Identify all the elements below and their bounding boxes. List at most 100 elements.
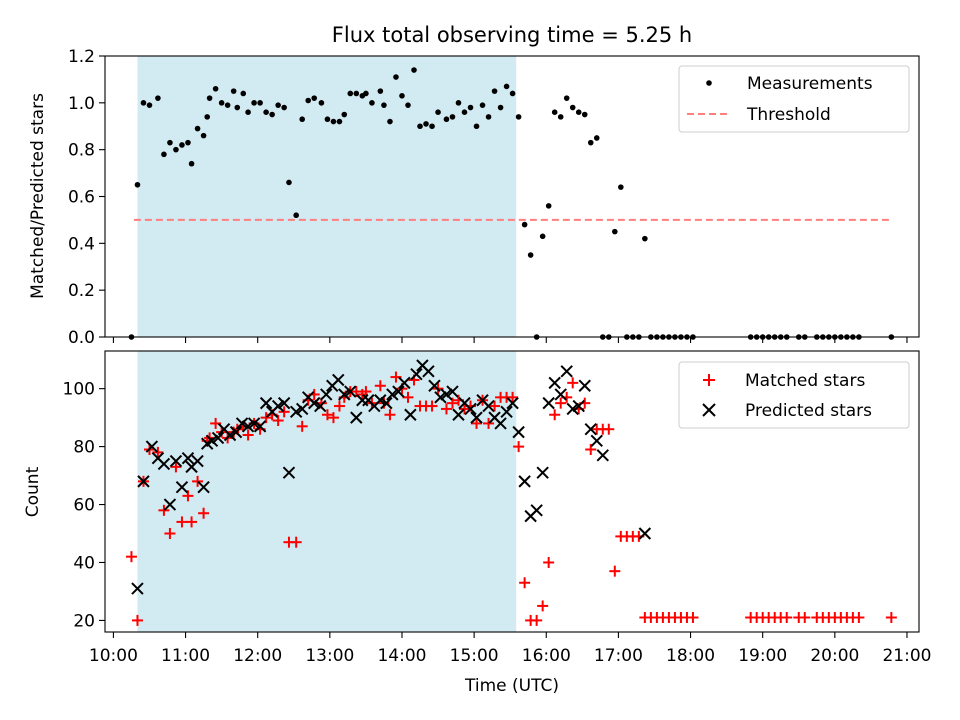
y-tick-label: 20 <box>73 611 95 631</box>
matched-star-point <box>507 391 519 403</box>
predicted-star-point <box>320 388 333 401</box>
predicted-star-point <box>590 434 603 448</box>
matched-star-point <box>360 386 372 398</box>
predicted-star-point <box>205 434 219 448</box>
measurement-point <box>485 114 492 120</box>
measurement-point <box>293 212 299 219</box>
matched-star-point <box>152 446 164 458</box>
measurement-point <box>179 142 185 148</box>
measurement-point <box>563 95 570 101</box>
matched-star-point <box>198 507 210 519</box>
matched-star-point <box>296 420 308 432</box>
count-legend: Matched stars Predicted stars <box>678 361 910 429</box>
predicted-star-point <box>374 394 387 407</box>
measurement-point <box>461 109 468 115</box>
matched-star-point <box>555 397 567 409</box>
matched-star-point <box>567 377 579 389</box>
x-tick-label: 11:00 <box>161 646 210 666</box>
predicted-star-point <box>506 396 519 410</box>
measurement-point <box>449 114 456 120</box>
predicted-star-point <box>554 388 567 401</box>
predicted-legend-marker <box>702 403 716 417</box>
measurement-point <box>642 235 648 242</box>
matched-star-point <box>290 536 302 548</box>
y-tick-label: 0.8 <box>68 141 95 161</box>
predicted-star-point <box>470 411 483 424</box>
measurement-point <box>240 90 247 97</box>
predicted-star-point <box>247 417 261 430</box>
matched-star-point <box>799 612 811 624</box>
predicted-star-point <box>197 480 210 494</box>
predicted-star-point <box>428 379 441 392</box>
measurement-point <box>393 74 399 80</box>
predicted-star-point <box>157 457 171 471</box>
predicted-star-point <box>578 379 591 392</box>
measurement-point <box>224 102 231 108</box>
y-tick-label: 80 <box>73 438 95 458</box>
measurement-point <box>515 114 522 120</box>
matched-star-point <box>585 443 597 455</box>
measurement-point <box>185 139 191 146</box>
measurement-point <box>286 179 292 186</box>
y-tick-label: 0.2 <box>68 281 95 301</box>
matched-star-point <box>278 406 290 418</box>
predicted-star-point <box>181 451 195 465</box>
measurement-point <box>612 228 618 235</box>
x-tick-label: 15:00 <box>450 646 499 666</box>
matched-star-point <box>446 397 458 409</box>
measurement-point <box>341 111 348 118</box>
measurement-point <box>587 139 594 146</box>
matched-star-point <box>125 551 137 563</box>
measurement-point <box>435 109 441 115</box>
threshold-legend-label: Threshold <box>746 105 831 125</box>
measurement-point <box>399 93 405 99</box>
matched-star-point <box>384 409 396 421</box>
predicted-star-point <box>638 527 652 540</box>
predicted-star-point <box>163 498 177 511</box>
predicted-star-point <box>518 475 531 488</box>
matched-star-point <box>440 403 452 415</box>
predicted-star-point <box>560 365 573 378</box>
measurement-point <box>188 160 195 167</box>
y-tick-label: 1.0 <box>68 94 95 114</box>
measurement-point <box>218 100 225 106</box>
measurements-legend-label: Measurements <box>747 74 873 94</box>
predicted-star-point <box>548 376 561 390</box>
measurement-point <box>324 116 331 123</box>
predicted-star-point <box>277 396 291 410</box>
measurement-point <box>245 109 251 115</box>
predicted-star-point <box>289 405 303 419</box>
measurement-point <box>545 203 552 209</box>
measurement-point <box>173 146 179 153</box>
matched-star-point <box>321 409 333 421</box>
matched-star-point <box>609 565 621 577</box>
matched-star-point <box>374 380 386 392</box>
measurement-point <box>455 100 462 106</box>
count-plot-frame <box>104 350 920 633</box>
predicted-star-point <box>282 466 296 479</box>
matched-star-point <box>531 614 543 626</box>
matched-star-point <box>537 600 549 612</box>
matched-star-point <box>543 556 555 568</box>
count-x-ticks: 10:00 11:00 12:00 13:00 14:00 15:00 16:00 17:00… <box>89 632 931 666</box>
matched-star-point <box>459 403 471 415</box>
matched-star-point <box>489 400 501 412</box>
matched-star-point <box>131 614 143 626</box>
measurement-point <box>509 90 516 97</box>
measurement-point <box>405 102 411 108</box>
matched-star-point <box>781 612 793 624</box>
x-tick-label: 19:00 <box>738 646 787 666</box>
measurement-point <box>336 118 343 125</box>
measurement-point <box>575 109 582 115</box>
measurement-point <box>539 233 546 240</box>
measurement-point <box>275 102 281 108</box>
predicted-star-point <box>271 399 285 413</box>
predicted-star-point <box>452 408 465 421</box>
predicted-star-point <box>494 417 507 430</box>
x-tick-label: 16:00 <box>522 646 571 666</box>
measurement-point <box>377 88 384 94</box>
measurement-point <box>330 118 337 125</box>
measurement-point <box>411 67 417 73</box>
predicted-star-point <box>404 408 417 421</box>
matched-star-point <box>402 391 414 403</box>
